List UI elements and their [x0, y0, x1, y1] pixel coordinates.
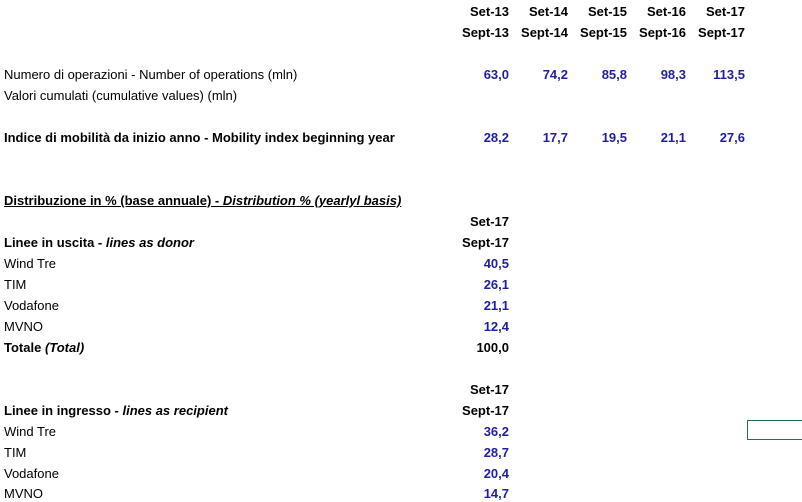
donor-total-value: 100,0: [476, 340, 509, 355]
year-header-it-2: Set-14: [528, 4, 568, 19]
recipient-row-value: 28,7: [483, 445, 509, 460]
recipient-heading-it: Linee in ingresso -: [4, 403, 123, 418]
donor-heading: Linee in uscita - lines as donor: [4, 235, 194, 251]
selected-cell[interactable]: [747, 420, 802, 440]
operations-value-3: 85,8: [601, 67, 627, 82]
mobility-value-3: 19,5: [601, 130, 627, 145]
donor-year-en: Sept-17: [462, 235, 509, 250]
donor-heading-it: Linee in uscita -: [4, 235, 106, 250]
donor-row-value: 21,1: [483, 298, 509, 313]
operations-value-4: 98,3: [660, 67, 686, 82]
recipient-year-en: Sept-17: [462, 403, 509, 418]
mobility-index-label: Indice di mobilità da inizio anno - Mobi…: [4, 130, 395, 145]
recipient-heading: Linee in ingresso - lines as recipient: [4, 403, 228, 419]
donor-row-value: 26,1: [483, 277, 509, 292]
year-header-en-3: Sept-15: [580, 25, 627, 40]
operations-value-2: 74,2: [542, 67, 568, 82]
recipient-heading-en: lines as recipient: [122, 403, 228, 418]
distribution-title: Distribuzione in % (base annuale) - Dist…: [4, 193, 401, 209]
recipient-row-value: 36,2: [483, 424, 509, 439]
donor-row-label: Wind Tre: [4, 256, 57, 271]
donor-row-value: 40,5: [483, 256, 509, 271]
operations-label: Numero di operazioni - Number of operati…: [4, 67, 298, 82]
distribution-title-it: Distribuzione in % (base annuale) -: [4, 193, 223, 208]
recipient-row-label: Vodafone: [4, 466, 59, 481]
mobility-value-5: 27,6: [719, 130, 745, 145]
donor-row-label: Vodafone: [4, 298, 59, 313]
recipient-row-label: Wind Tre: [4, 424, 57, 439]
year-header-en-5: Sept-17: [698, 25, 745, 40]
donor-total-label: Totale (Total): [4, 340, 84, 356]
distribution-title-en: Distribution % (yearlyl basis): [222, 193, 402, 208]
mobility-value-4: 21,1: [660, 130, 686, 145]
donor-heading-en: lines as donor: [105, 235, 194, 250]
recipient-year-it: Set-17: [469, 382, 509, 397]
mobility-value-2: 17,7: [542, 130, 568, 145]
operations-value-1: 63,0: [483, 67, 509, 82]
year-header-it-5: Set-17: [705, 4, 745, 19]
operations-value-5: 113,5: [713, 67, 745, 82]
donor-row-label: TIM: [4, 277, 27, 292]
donor-total-label-it: Totale: [4, 340, 45, 355]
year-header-it-1: Set-13: [469, 4, 509, 19]
recipient-row-value: 14,7: [483, 486, 509, 501]
year-header-en-4: Sept-16: [639, 25, 686, 40]
cumulative-values-label: Valori cumulati (cumulative values) (mln…: [4, 88, 238, 103]
recipient-row-label: TIM: [4, 445, 27, 460]
recipient-row-label: MVNO: [4, 486, 43, 501]
donor-total-label-en: (Total): [44, 340, 85, 355]
year-header-en-2: Sept-14: [521, 25, 568, 40]
recipient-row-value: 20,4: [483, 466, 509, 481]
donor-year-it: Set-17: [469, 214, 509, 229]
year-header-it-3: Set-15: [587, 4, 627, 19]
donor-row-label: MVNO: [4, 319, 43, 334]
mobility-value-1: 28,2: [483, 130, 509, 145]
year-header-it-4: Set-16: [646, 4, 686, 19]
donor-row-value: 12,4: [483, 319, 509, 334]
year-header-en-1: Sept-13: [462, 25, 509, 40]
